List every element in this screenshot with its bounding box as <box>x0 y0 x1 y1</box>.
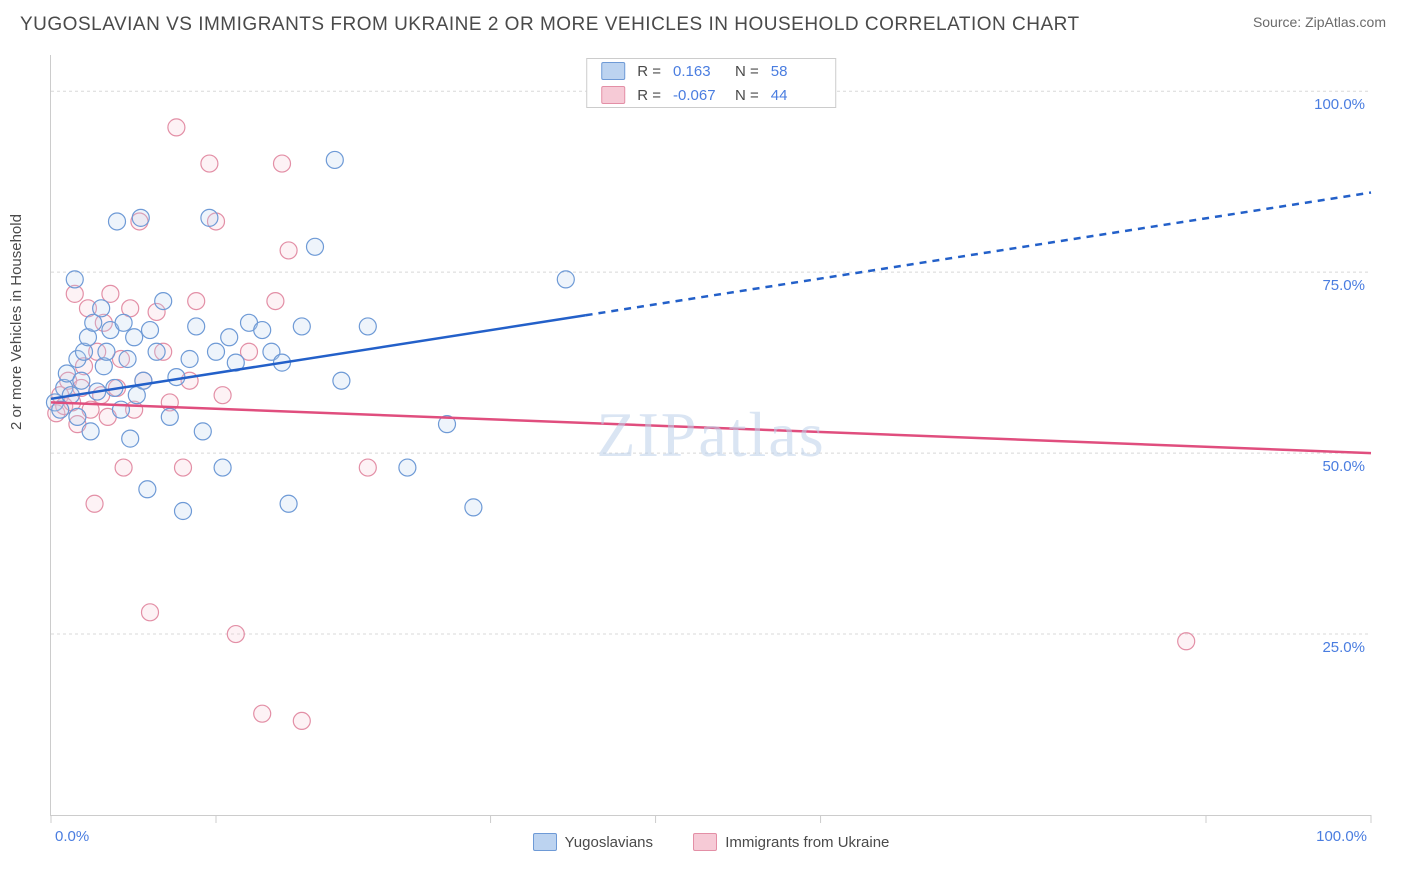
stats-row-a: R = 0.163 N = 58 <box>587 59 835 83</box>
n-value-b: 44 <box>771 87 821 104</box>
n-value-a: 58 <box>771 63 821 80</box>
chart-title: YUGOSLAVIAN VS IMMIGRANTS FROM UKRAINE 2… <box>20 14 1080 35</box>
r-value-a: 0.163 <box>673 63 723 80</box>
r-value-b: -0.067 <box>673 87 723 104</box>
r-label: R = <box>637 63 661 80</box>
legend-item-a: Yugoslavians <box>533 833 653 851</box>
swatch-series-a <box>533 833 557 851</box>
svg-text:25.0%: 25.0% <box>1322 639 1365 656</box>
chart-svg: 25.0%50.0%75.0%100.0%0.0%100.0% <box>51 55 1371 815</box>
svg-text:100.0%: 100.0% <box>1314 96 1365 113</box>
svg-text:75.0%: 75.0% <box>1322 277 1365 294</box>
legend-item-b: Immigrants from Ukraine <box>693 833 889 851</box>
swatch-series-b <box>601 86 625 104</box>
r-label: R = <box>637 87 661 104</box>
source-attribution: Source: ZipAtlas.com <box>1253 14 1386 30</box>
stats-legend: R = 0.163 N = 58 R = -0.067 N = 44 <box>586 58 836 108</box>
scatter-plot: 25.0%50.0%75.0%100.0%0.0%100.0% ZIPatlas… <box>50 55 1371 816</box>
swatch-series-a <box>601 62 625 80</box>
y-axis-label: 2 or more Vehicles in Household <box>8 214 25 430</box>
stats-row-b: R = -0.067 N = 44 <box>587 83 835 107</box>
svg-text:50.0%: 50.0% <box>1322 458 1365 475</box>
series-legend: Yugoslavians Immigrants from Ukraine <box>51 833 1371 855</box>
n-label: N = <box>735 63 759 80</box>
legend-label-a: Yugoslavians <box>565 834 653 851</box>
swatch-series-b <box>693 833 717 851</box>
legend-label-b: Immigrants from Ukraine <box>725 834 889 851</box>
n-label: N = <box>735 87 759 104</box>
